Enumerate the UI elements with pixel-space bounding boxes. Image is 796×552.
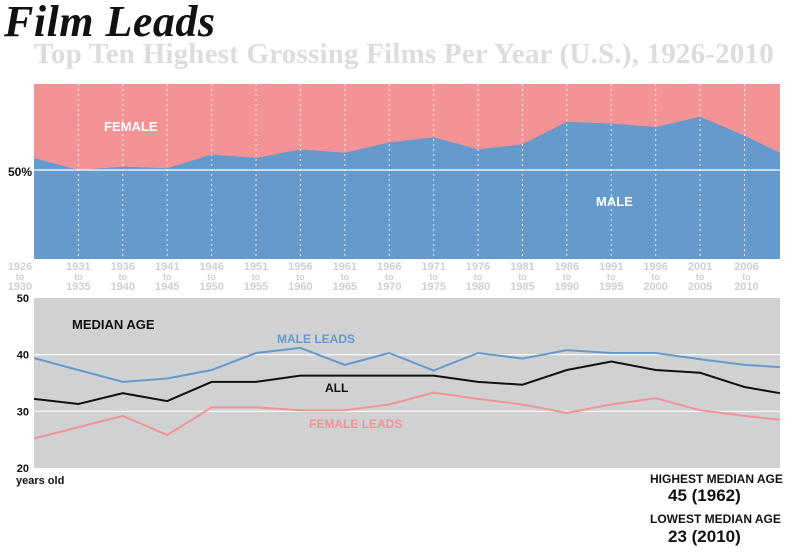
period-label: 1935 [66, 281, 90, 293]
period-label: 1956 [288, 261, 312, 273]
years-old-label: years old [16, 475, 64, 487]
period-label: to [607, 272, 616, 282]
period-label: 1955 [244, 281, 268, 293]
period-label: to [341, 272, 350, 282]
female-leads-label: FEMALE LEADS [309, 417, 402, 431]
period-label: 1945 [155, 281, 179, 293]
period-label: to [74, 272, 83, 282]
period-label: to [119, 272, 128, 282]
period-label: 1980 [466, 281, 490, 293]
period-label: 1931 [66, 261, 90, 273]
highest-median-value: 45 (1962) [668, 486, 741, 505]
period-label: 1961 [333, 261, 357, 273]
period-label: 1996 [643, 261, 667, 273]
lowest-median-value: 23 (2010) [668, 527, 741, 546]
period-label: 1985 [510, 281, 534, 293]
period-label: 1991 [599, 261, 623, 273]
period-label: 1970 [377, 281, 401, 293]
period-label: to [563, 272, 572, 282]
period-label: 1946 [199, 261, 223, 273]
period-label: 1960 [288, 281, 312, 293]
period-label: 1936 [111, 261, 135, 273]
period-label: 1981 [510, 261, 534, 273]
page-title: Film Leads [4, 0, 216, 46]
period-label: to [518, 272, 527, 282]
period-label: 2000 [643, 281, 667, 293]
period-label: to [429, 272, 438, 282]
female-leads-line [33, 391, 781, 440]
lowest-median-label: LOWEST MEDIAN AGE [650, 512, 781, 526]
period-labels: 1926to19301931to19351936to19401941to1945… [8, 261, 759, 293]
period-label: 1926 [8, 261, 32, 273]
period-label: to [474, 272, 483, 282]
period-label: 1971 [421, 261, 445, 273]
period-label: 2001 [688, 261, 712, 273]
period-label: to [207, 272, 216, 282]
male-leads-line [33, 346, 781, 383]
period-label: 1951 [244, 261, 268, 273]
age-panel [34, 298, 780, 468]
period-label: 1965 [333, 281, 357, 293]
age-y-ticks: 20 30 40 50 [17, 293, 29, 475]
period-label: to [742, 272, 751, 282]
all-label: ALL [325, 381, 348, 395]
period-label: 1986 [555, 261, 579, 273]
period-label: to [651, 272, 660, 282]
male-leads-label: MALE LEADS [277, 332, 355, 346]
highest-median-label: HIGHEST MEDIAN AGE [650, 472, 783, 486]
page-subtitle: Top Ten Highest Grossing Films Per Year … [34, 38, 774, 70]
age-y-tick-label: 40 [17, 350, 29, 362]
male-area [34, 116, 780, 259]
period-label: to [385, 272, 394, 282]
period-label: to [696, 272, 705, 282]
period-label: 2006 [734, 261, 758, 273]
period-label: 1975 [421, 281, 445, 293]
period-label: 1941 [155, 261, 179, 273]
period-label: to [296, 272, 305, 282]
period-label: to [163, 272, 172, 282]
period-label: to [16, 272, 25, 282]
period-dividers [77, 84, 745, 259]
age-y-tick-label: 30 [17, 406, 29, 418]
period-label: 1950 [199, 281, 223, 293]
period-label: 1930 [8, 281, 32, 293]
period-label: 1995 [599, 281, 623, 293]
period-label: 2005 [688, 281, 712, 293]
period-label: 2010 [734, 281, 758, 293]
period-label: 1976 [466, 261, 490, 273]
fifty-percent-label: 50% [8, 165, 32, 179]
period-label: 1966 [377, 261, 401, 273]
age-y-tick-label: 50 [17, 293, 29, 305]
age-y-tick-label: 20 [17, 463, 29, 475]
period-label: 1990 [555, 281, 579, 293]
male-area-label: MALE [596, 194, 633, 209]
all-line [33, 360, 781, 406]
period-label: 1940 [111, 281, 135, 293]
period-label: to [252, 272, 261, 282]
age-gridlines [34, 354, 780, 412]
female-area-label: FEMALE [104, 119, 158, 134]
median-age-title: MEDIAN AGE [72, 317, 155, 332]
